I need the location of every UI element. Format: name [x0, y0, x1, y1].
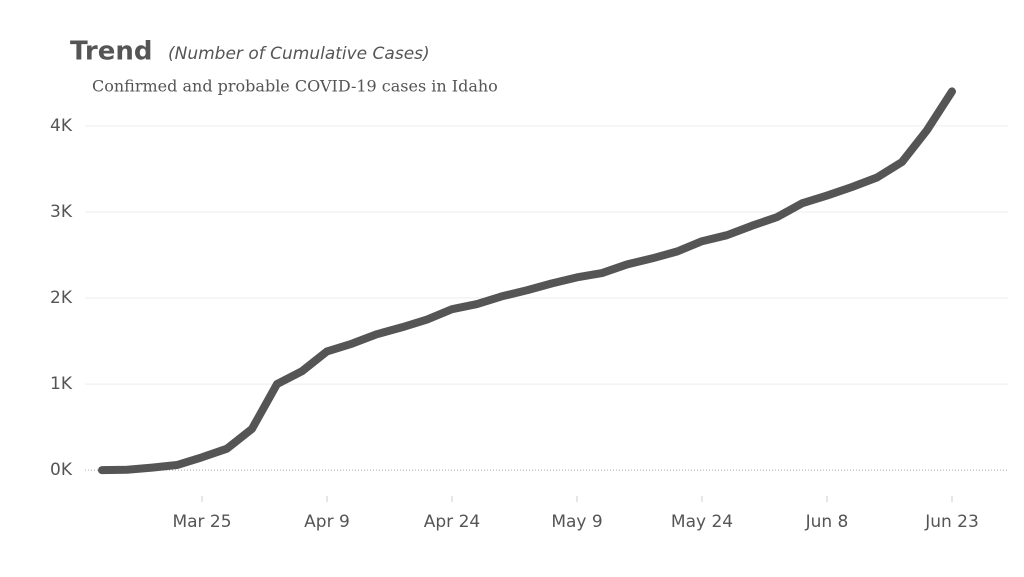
x-tick-label: Jun 8: [805, 512, 849, 532]
x-tick-label: Apr 24: [424, 512, 480, 532]
x-tick-label: Mar 25: [172, 512, 231, 532]
y-tick-label: 3K: [50, 202, 73, 222]
y-tick-label: 2K: [50, 288, 73, 308]
x-tick-label: May 9: [551, 512, 602, 532]
y-tick-label: 4K: [50, 116, 73, 136]
x-tick-label: May 24: [671, 512, 733, 532]
chart-subtitle: (Number of Cumulative Cases): [168, 44, 430, 64]
y-tick-label: 0K: [50, 460, 73, 480]
x-tick-label: Apr 9: [304, 512, 350, 532]
annotation: Confirmed and probable COVID-19 cases in…: [92, 77, 498, 96]
line: [98, 87, 956, 475]
chart-title: Trend: [70, 37, 152, 67]
x-tick-label: Jun 23: [924, 512, 979, 532]
y-tick-label: 1K: [50, 374, 73, 394]
